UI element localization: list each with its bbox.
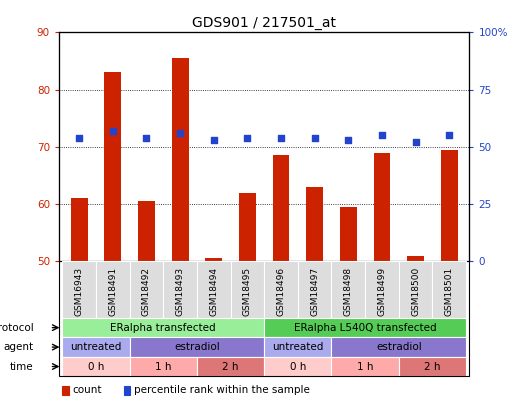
Text: ERalpha L540Q transfected: ERalpha L540Q transfected xyxy=(294,323,437,333)
Text: ERalpha transfected: ERalpha transfected xyxy=(110,323,216,333)
Point xyxy=(109,128,117,134)
Text: 0 h: 0 h xyxy=(88,362,104,371)
Bar xyxy=(105,72,121,261)
Point xyxy=(142,134,150,141)
Point xyxy=(378,132,386,139)
Text: GSM18500: GSM18500 xyxy=(411,266,420,316)
Text: GSM18495: GSM18495 xyxy=(243,267,252,316)
Text: GSM18499: GSM18499 xyxy=(378,267,386,316)
Text: GSM18496: GSM18496 xyxy=(277,267,286,316)
Text: GSM18501: GSM18501 xyxy=(445,266,453,316)
Bar xyxy=(138,201,155,261)
Text: time: time xyxy=(10,362,33,371)
Text: GSM18497: GSM18497 xyxy=(310,267,319,316)
Text: 1 h: 1 h xyxy=(357,362,373,371)
Point xyxy=(411,139,420,145)
Point xyxy=(344,137,352,143)
Bar xyxy=(441,150,458,261)
Text: percentile rank within the sample: percentile rank within the sample xyxy=(134,386,310,395)
Point xyxy=(243,134,251,141)
Text: GSM18493: GSM18493 xyxy=(175,267,185,316)
Point xyxy=(445,132,453,139)
Point xyxy=(210,137,218,143)
Title: GDS901 / 217501_at: GDS901 / 217501_at xyxy=(192,16,336,30)
Text: GSM18492: GSM18492 xyxy=(142,267,151,316)
Text: 0 h: 0 h xyxy=(290,362,306,371)
Text: untreated: untreated xyxy=(70,342,122,352)
Point xyxy=(75,134,83,141)
Text: protocol: protocol xyxy=(0,323,33,333)
Bar xyxy=(306,187,323,261)
Point xyxy=(277,134,285,141)
Bar xyxy=(205,258,222,261)
Text: untreated: untreated xyxy=(272,342,324,352)
Text: GSM16943: GSM16943 xyxy=(75,267,84,316)
Bar xyxy=(340,207,357,261)
Text: 2 h: 2 h xyxy=(424,362,441,371)
Bar xyxy=(407,256,424,261)
Bar xyxy=(172,58,188,261)
Text: count: count xyxy=(73,386,102,395)
Text: estradiol: estradiol xyxy=(376,342,422,352)
Text: agent: agent xyxy=(3,342,33,352)
Point xyxy=(176,130,184,136)
Text: estradiol: estradiol xyxy=(174,342,220,352)
Text: 1 h: 1 h xyxy=(155,362,171,371)
Bar xyxy=(71,198,88,261)
Text: 2 h: 2 h xyxy=(222,362,239,371)
Text: GSM18498: GSM18498 xyxy=(344,267,353,316)
Bar xyxy=(239,193,256,261)
Bar xyxy=(272,156,289,261)
Text: GSM18494: GSM18494 xyxy=(209,267,218,316)
Bar xyxy=(373,153,390,261)
Point xyxy=(310,134,319,141)
Text: GSM18491: GSM18491 xyxy=(108,267,117,316)
